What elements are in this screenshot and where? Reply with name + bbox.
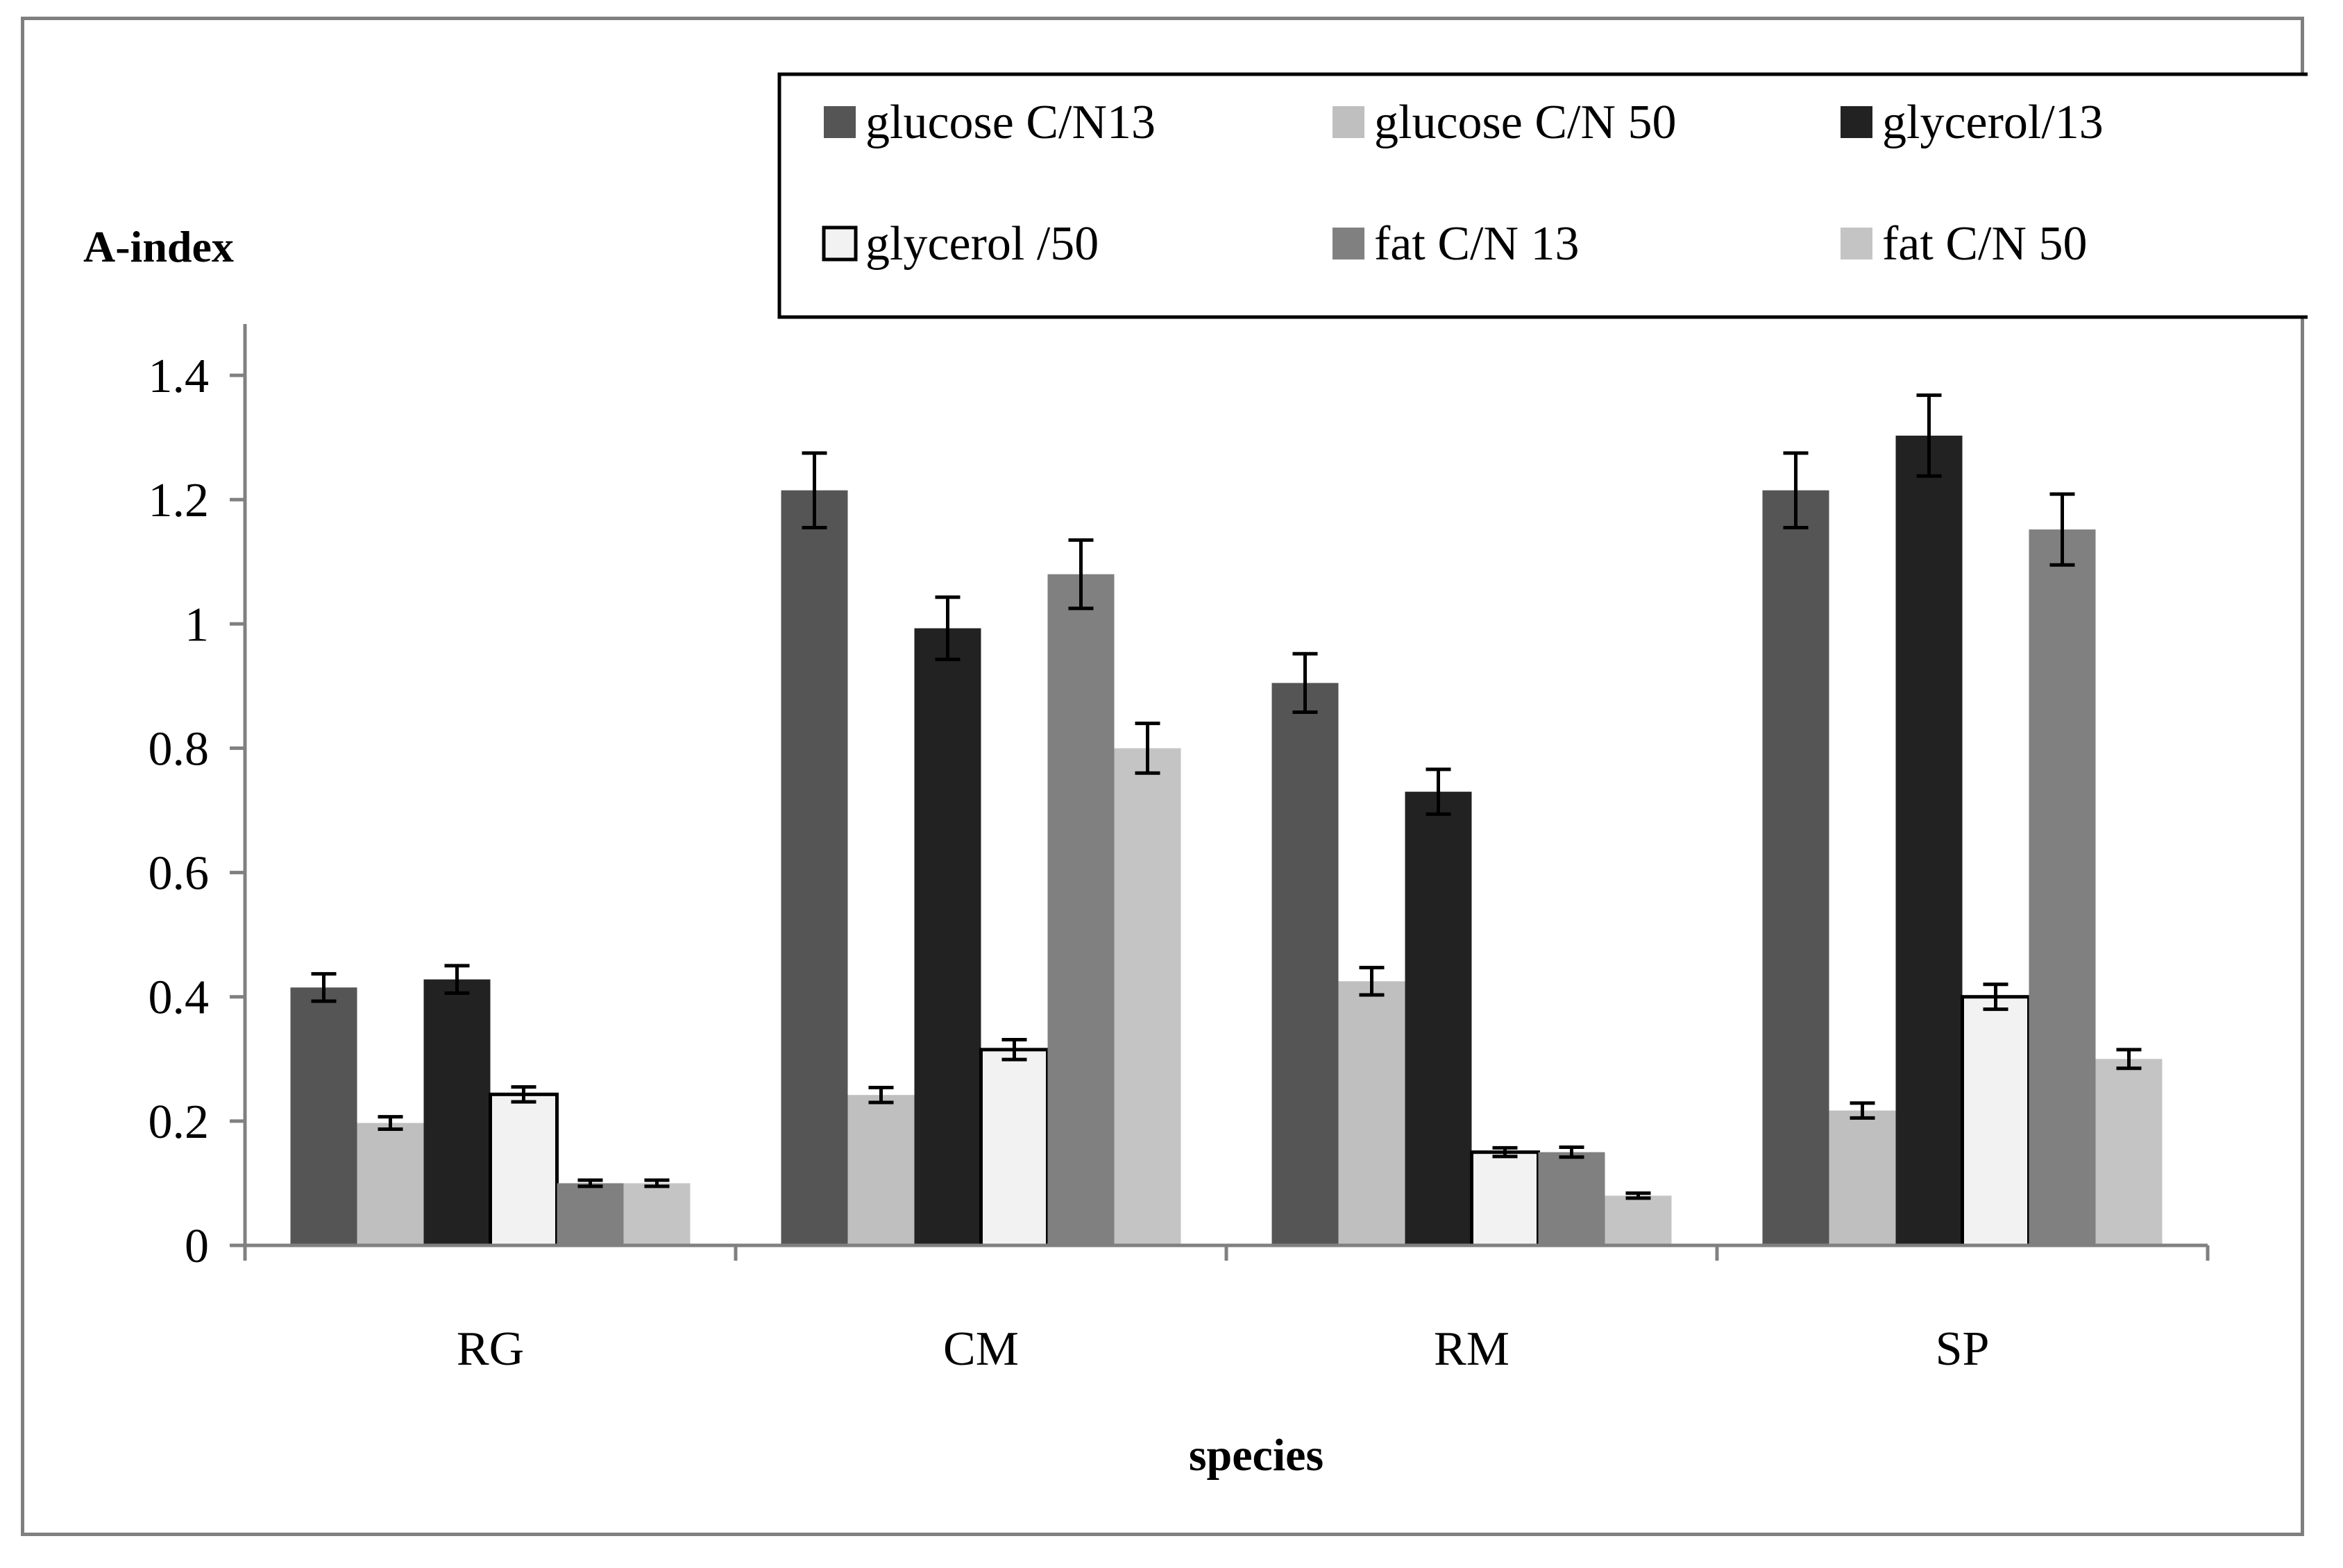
x-tick-label-cm: CM: [943, 1322, 1019, 1376]
error-bars-layer: [311, 393, 2142, 1200]
legend-item-6: fat C/N 50: [1841, 217, 2088, 271]
bar-rm-series-6: [1605, 1195, 1672, 1245]
error-bar-rg-series-6: [644, 1178, 670, 1188]
bar-cm-series-6: [1114, 748, 1181, 1245]
bar-cm-series-1: [781, 490, 848, 1245]
error-bar-rg-series-3: [444, 964, 470, 995]
error-bar-cm-series-2: [868, 1085, 894, 1105]
legend-label: glycerol /50: [865, 217, 1099, 271]
bar-rm-series-5: [1538, 1152, 1605, 1245]
y-tick-label: 1.2: [149, 474, 210, 527]
error-bar-rg-series-1: [311, 972, 337, 1003]
bar-rg-series-2: [357, 1123, 424, 1245]
y-tick-label: 0.2: [149, 1096, 210, 1149]
error-bar-rm-series-3: [1426, 767, 1451, 816]
legend: glucose C/N13 glucose C/N 50 glycerol/13 gl…: [777, 72, 2308, 319]
error-bar-cm-series-1: [802, 451, 827, 529]
axes-layer: RG CM RM SP 0 0.2 0.4 0.6 0.8 1 1.2 1.4: [149, 324, 2210, 1376]
error-bar-sp-series-5: [2049, 492, 2075, 567]
bar-rm-series-4: [1470, 1150, 1540, 1247]
legend-swatch: [1333, 228, 1364, 259]
error-bar-rm-series-4: [1492, 1145, 1518, 1159]
error-bar-rm-series-1: [1292, 651, 1318, 714]
y-tick-label: 0.6: [149, 847, 210, 901]
y-axis-title: A-index: [83, 222, 234, 271]
y-tick-label: 0.8: [149, 722, 210, 776]
bar-rg-series-5: [557, 1183, 624, 1245]
bar-sp-series-3: [1895, 435, 1963, 1245]
chart-frame: RG CM RM SP 0 0.2 0.4 0.6 0.8 1 1.2 1.4 A-index spe…: [21, 17, 2308, 1536]
bar-rg-series-1: [290, 987, 357, 1245]
x-tick-label-rm: RM: [1434, 1322, 1509, 1376]
error-bar-cm-series-5: [1068, 538, 1094, 611]
bar-sp-series-6: [2095, 1059, 2163, 1245]
error-bar-sp-series-3: [1916, 393, 1942, 478]
error-bar-rm-series-5: [1559, 1145, 1584, 1159]
x-tick-label-sp: SP: [1936, 1322, 1990, 1376]
error-bar-sp-series-2: [1850, 1101, 1875, 1120]
bar-cm-series-4: [979, 1048, 1049, 1247]
legend-item-2: glucose C/N 50: [1333, 96, 1677, 149]
legend-swatch: [1333, 106, 1364, 138]
bar-rg-series-6: [623, 1183, 691, 1245]
legend-swatch: [1841, 106, 1872, 138]
x-tick-label-rg: RG: [457, 1322, 524, 1376]
bar-rg-series-4: [489, 1092, 559, 1247]
error-bar-rm-series-2: [1359, 966, 1385, 997]
error-bar-cm-series-3: [935, 595, 961, 661]
error-bar-sp-series-6: [2116, 1048, 2142, 1071]
bar-sp-series-5: [2029, 529, 2096, 1245]
bar-rm-series-3: [1405, 792, 1472, 1245]
legend-swatch: [824, 106, 856, 138]
y-tick-label: 1.4: [149, 350, 210, 403]
legend-box: [777, 72, 2308, 319]
bar-rm-series-1: [1271, 683, 1339, 1245]
bars-layer: [290, 435, 2163, 1247]
legend-label: glucose C/N13: [865, 96, 1156, 149]
bar-cm-series-3: [914, 628, 981, 1245]
x-axis-title: species: [1189, 1430, 1323, 1481]
error-bar-sp-series-4: [1983, 982, 2008, 1012]
error-bar-rm-series-6: [1625, 1191, 1651, 1200]
error-bar-rg-series-5: [577, 1178, 603, 1188]
error-bar-rg-series-4: [511, 1085, 536, 1104]
bar-sp-series-2: [1829, 1110, 1896, 1245]
error-bar-cm-series-4: [1001, 1038, 1027, 1062]
legend-item-5: fat C/N 13: [1333, 217, 1580, 271]
bar-rm-series-2: [1338, 981, 1405, 1245]
bar-sp-series-4: [1961, 995, 2031, 1247]
y-tick-label: 0: [185, 1220, 209, 1273]
legend-swatch: [1841, 228, 1872, 259]
legend-label: fat C/N 50: [1882, 217, 2088, 271]
legend-item-3: glycerol/13: [1841, 96, 2104, 149]
legend-swatch: [822, 225, 858, 262]
legend-item-4: glycerol /50: [822, 217, 1099, 271]
legend-label: glucose C/N 50: [1374, 96, 1677, 149]
error-bar-cm-series-6: [1135, 722, 1160, 775]
y-tick-label: 0.4: [149, 971, 210, 1025]
bar-sp-series-1: [1762, 490, 1829, 1245]
bar-rg-series-3: [423, 979, 491, 1245]
bar-chart: RG CM RM SP 0 0.2 0.4 0.6 0.8 1 1.2 1.4 A-index spe…: [83, 72, 2308, 1481]
bar-cm-series-5: [1047, 574, 1115, 1245]
legend-label: glycerol/13: [1882, 96, 2104, 149]
error-bar-sp-series-1: [1783, 451, 1809, 529]
y-tick-label: 1: [185, 598, 209, 651]
legend-item-1: glucose C/N13: [824, 96, 1156, 149]
legend-label: fat C/N 13: [1374, 217, 1580, 271]
bar-cm-series-2: [847, 1095, 915, 1245]
error-bar-rg-series-2: [378, 1115, 403, 1132]
